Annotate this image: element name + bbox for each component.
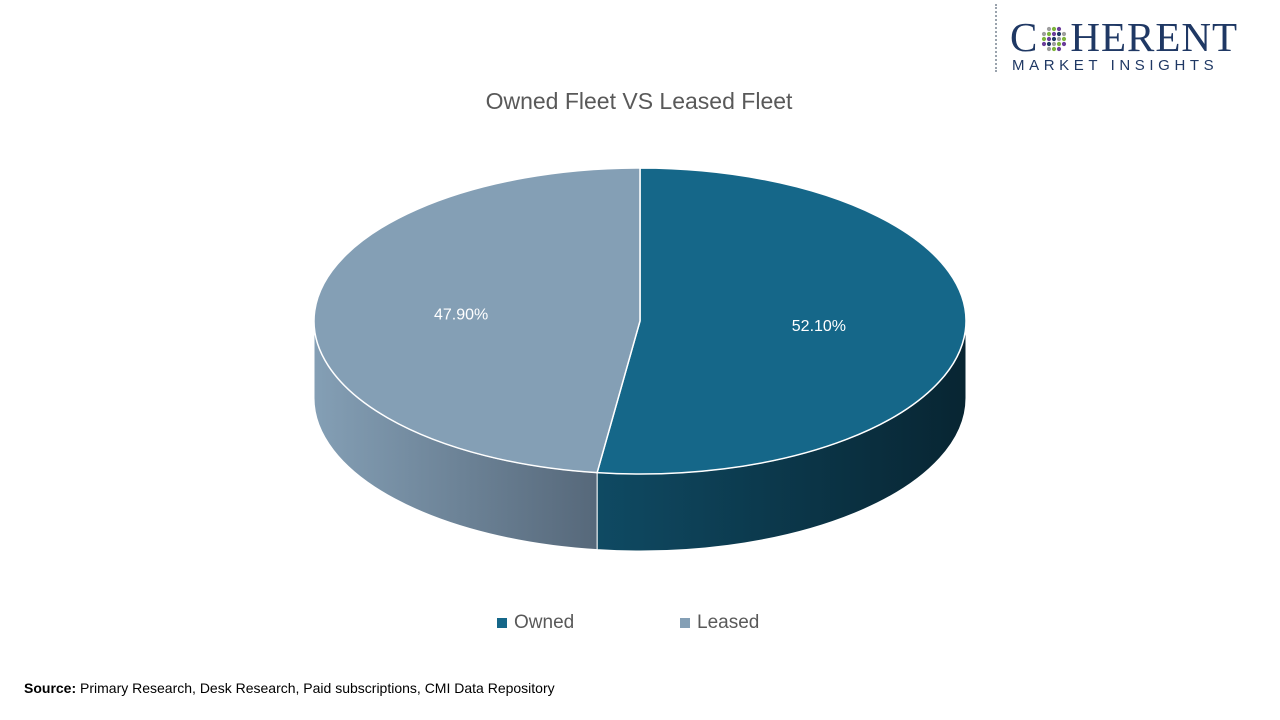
source-text: Primary Research, Desk Research, Paid su…	[76, 680, 555, 696]
pie-slice-owned	[596, 167, 967, 475]
logo-letters-herent: HERENT	[1070, 14, 1239, 60]
legend-label-owned: Owned	[514, 612, 575, 633]
source-label: Source:	[24, 680, 77, 696]
pie-slice-leased	[313, 167, 641, 474]
logo-divider	[995, 4, 997, 72]
source-note: Source: Primary Research, Desk Research,…	[24, 680, 555, 696]
logo-letter-c: C	[1010, 14, 1039, 60]
logo-subline: MARKET INSIGHTS	[1012, 57, 1219, 74]
legend-swatch-owned	[497, 618, 507, 628]
chart-title: Owned Fleet VS Leased Fleet	[485, 88, 793, 114]
company-logo: C HERENT	[1010, 16, 1255, 58]
logo-dot-grid-icon	[1042, 26, 1067, 52]
data-label-leased: 47.90%	[434, 307, 488, 324]
legend-swatch-leased	[680, 618, 690, 628]
legend-label-leased: Leased	[697, 612, 760, 633]
legend-item-owned: Owned	[497, 611, 574, 635]
chart-legend: Owned Leased	[0, 611, 1280, 635]
legend-item-leased: Leased	[680, 611, 759, 635]
data-label-owned: 52.10%	[792, 318, 846, 335]
